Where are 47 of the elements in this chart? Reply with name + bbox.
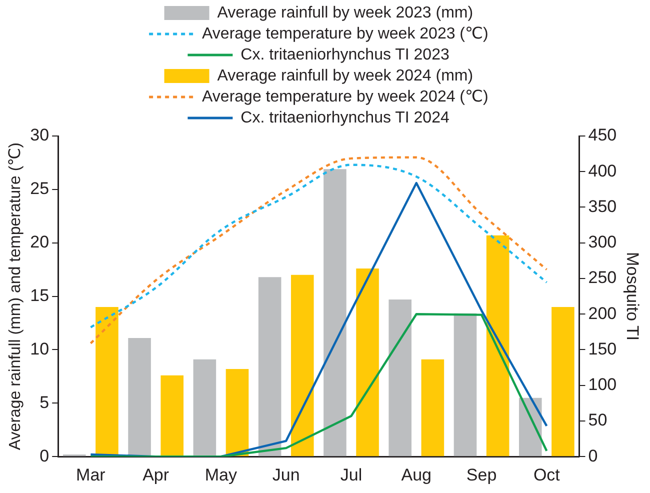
- bar: [486, 235, 510, 456]
- y2-tick-label: 50: [588, 410, 608, 430]
- y2-tick-label: 100: [588, 375, 617, 394]
- y-tick-label: 15: [30, 286, 50, 305]
- bar: [552, 306, 574, 456]
- x-tick-label: Apr: [142, 465, 170, 484]
- y-tick-label: 20: [30, 232, 50, 252]
- y2-axis-title: Mosquito TI: [623, 252, 642, 341]
- legend-label: Cx. tritaeniorhynchus TI 2023: [240, 46, 450, 64]
- y-tick-label: 0: [40, 446, 50, 466]
- legend-label: Average temperature by week 2023 (℃): [202, 25, 488, 42]
- y-tick-label: 25: [30, 179, 50, 198]
- y2-tick-label: 150: [588, 339, 617, 358]
- bar: [324, 169, 346, 456]
- bar: [160, 375, 184, 456]
- bar: [128, 338, 151, 456]
- legend-label: Average temperature by week 2024 (℃): [202, 88, 488, 106]
- x-tick-label: Mar: [76, 465, 106, 484]
- x-tick-label: Oct: [533, 465, 560, 484]
- bar: [421, 359, 444, 456]
- bar: [454, 313, 477, 456]
- x-tick-label: Jul: [340, 465, 362, 484]
- y2-tick-label: 350: [588, 196, 617, 216]
- legend-label: Average rainfull by week 2024 (mm): [217, 67, 474, 84]
- y2-tick-label: 0: [588, 446, 598, 466]
- y2-tick-label: 450: [588, 126, 617, 145]
- y2-tick-label: 250: [588, 268, 617, 288]
- x-tick-label: May: [204, 465, 238, 484]
- bar: [226, 368, 249, 456]
- bar: [388, 300, 412, 456]
- y-axis-title: Average rainfull (mm) and temperature (℃): [7, 142, 24, 450]
- legend-label: Cx. tritaeniorhynchus TI 2024: [240, 109, 450, 126]
- x-tick-label: Sep: [466, 465, 497, 484]
- x-tick-label: Jun: [272, 465, 300, 484]
- bar: [258, 277, 282, 456]
- y2-tick-label: 400: [588, 161, 617, 180]
- y-tick-label: 5: [40, 392, 50, 412]
- bar: [193, 359, 216, 456]
- bar: [290, 274, 314, 456]
- bar: [356, 268, 379, 456]
- legend-label: Average rainfull by week 2023 (mm): [217, 4, 474, 22]
- bar: [96, 306, 118, 456]
- x-tick-label: Aug: [401, 465, 432, 484]
- y-tick-label: 30: [30, 126, 50, 145]
- y2-tick-label: 300: [588, 232, 617, 252]
- y2-tick-label: 200: [588, 304, 617, 323]
- y-tick-label: 10: [30, 339, 50, 358]
